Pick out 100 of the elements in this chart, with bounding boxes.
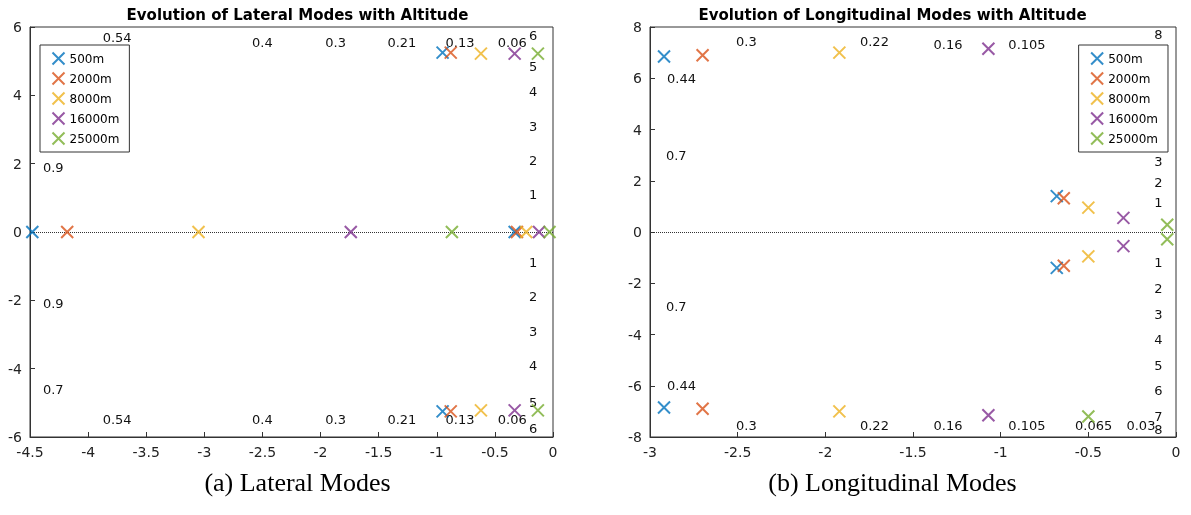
y-tick-label: -2: [628, 275, 642, 292]
point: [343, 225, 358, 239]
annotation: 6: [529, 420, 538, 436]
legend-label: 2000m: [69, 71, 112, 86]
annotation: 0.22: [859, 33, 889, 49]
annotation: 0.105: [1008, 37, 1046, 53]
annotation: 0.54: [102, 412, 132, 428]
annotation: 0.16: [933, 417, 963, 433]
annotation: 6: [529, 28, 538, 44]
point: [657, 49, 672, 64]
point: [981, 41, 996, 56]
annotation: 3: [529, 323, 538, 339]
point: [695, 48, 710, 63]
x-tick-label: 0: [548, 444, 558, 460]
annotation: 0.06: [497, 34, 527, 50]
point: [444, 225, 459, 239]
annotation: 1: [529, 255, 538, 271]
annotation: 0.03: [1126, 417, 1156, 433]
annotation: 0.44: [667, 70, 697, 86]
annotation: 0.3: [736, 417, 757, 433]
point: [1056, 258, 1071, 273]
point: [1081, 200, 1096, 215]
y-tick-label: -2: [8, 292, 22, 309]
annotation: 0.16: [933, 37, 963, 53]
y-tick-label: 4: [633, 121, 643, 138]
annotation: 5: [529, 58, 538, 74]
x-tick-label: -1.5: [365, 444, 393, 460]
text: (a) Lateral Modes: [203, 468, 392, 498]
y-tick-label: -4: [8, 360, 23, 377]
annotation: 0.9: [42, 296, 64, 312]
legend-label: 500m: [1108, 51, 1143, 66]
y-tick-label: -6: [8, 429, 23, 445]
point: [1081, 249, 1096, 264]
point: [507, 46, 522, 61]
annotation: 1: [529, 186, 538, 202]
point: [1049, 189, 1064, 204]
y-tick-label: 6: [633, 70, 643, 87]
annotation: 7: [1154, 409, 1163, 424]
annotation: 1: [1154, 255, 1163, 271]
legend-label: 8000m: [69, 91, 112, 106]
annotation: 8: [1154, 421, 1163, 437]
annotation: 3: [1154, 154, 1163, 170]
x-tick-label: -4: [81, 444, 96, 460]
annotation: 3: [529, 118, 538, 134]
legend-label: 2000m: [1108, 71, 1151, 86]
point: [657, 400, 672, 415]
annotation: 0.13: [445, 34, 475, 50]
annotation: 8: [1154, 27, 1163, 43]
x-tick-label: -1: [993, 444, 1008, 460]
x-tick-label: -3.5: [132, 444, 160, 460]
y-tick-label: 4: [13, 87, 23, 104]
annotation: 0.4: [252, 34, 273, 50]
point: [530, 46, 545, 61]
point: [542, 225, 557, 239]
annotation: 5: [1154, 357, 1163, 373]
y-tick-label: -8: [628, 429, 642, 445]
x-tick-label: -2: [313, 444, 328, 460]
point: [25, 225, 40, 239]
x-tick-label: -2.5: [724, 444, 752, 460]
annotation: 0.44: [667, 378, 697, 394]
text: (b) Longitudinal Modes: [767, 468, 1018, 498]
annotation: 0.7: [665, 147, 687, 163]
y-tick-label: -4: [628, 326, 643, 343]
annotation: 0.21: [387, 412, 417, 428]
x-tick-label: -2: [818, 444, 833, 460]
annotation: 0.7: [42, 381, 64, 397]
annotation: 2: [1154, 280, 1163, 296]
point: [191, 225, 206, 239]
y-tick-label: 0: [13, 224, 22, 240]
legend-label: 8000m: [1108, 91, 1151, 106]
legend-label: 500m: [69, 51, 105, 66]
annotation: 0.9: [42, 159, 64, 175]
annotation: 2: [1154, 174, 1163, 190]
annotation: 3: [1154, 306, 1163, 322]
annotation: 0.54: [102, 29, 132, 45]
point: [1116, 210, 1131, 225]
annotation: 0.3: [736, 33, 757, 49]
point: [1116, 239, 1131, 254]
legend-label: 16000m: [69, 111, 120, 126]
point: [435, 45, 450, 60]
point: [473, 403, 488, 418]
x-tick-label: -3: [643, 444, 657, 460]
x-tick-label: -1.5: [899, 444, 927, 460]
point: [1056, 191, 1071, 206]
y-tick-label: 8: [633, 19, 642, 35]
annotation: 1: [1154, 195, 1163, 211]
annotation: 4: [529, 84, 538, 100]
annotation: 0.13: [445, 412, 475, 428]
annotation: 6: [1154, 383, 1163, 399]
legend-label: 25000m: [69, 131, 120, 146]
y-tick-label: 6: [13, 19, 23, 35]
x-tick-label: -3: [197, 444, 212, 460]
legend-label: 25000m: [1108, 131, 1159, 146]
y-tick-label: 2: [13, 155, 22, 172]
point: [473, 46, 488, 61]
x-tick-label: 0: [1171, 444, 1181, 460]
legend-label: 16000m: [1108, 111, 1159, 126]
point: [832, 45, 847, 60]
point: [832, 404, 847, 419]
annotation: 2: [529, 289, 538, 305]
